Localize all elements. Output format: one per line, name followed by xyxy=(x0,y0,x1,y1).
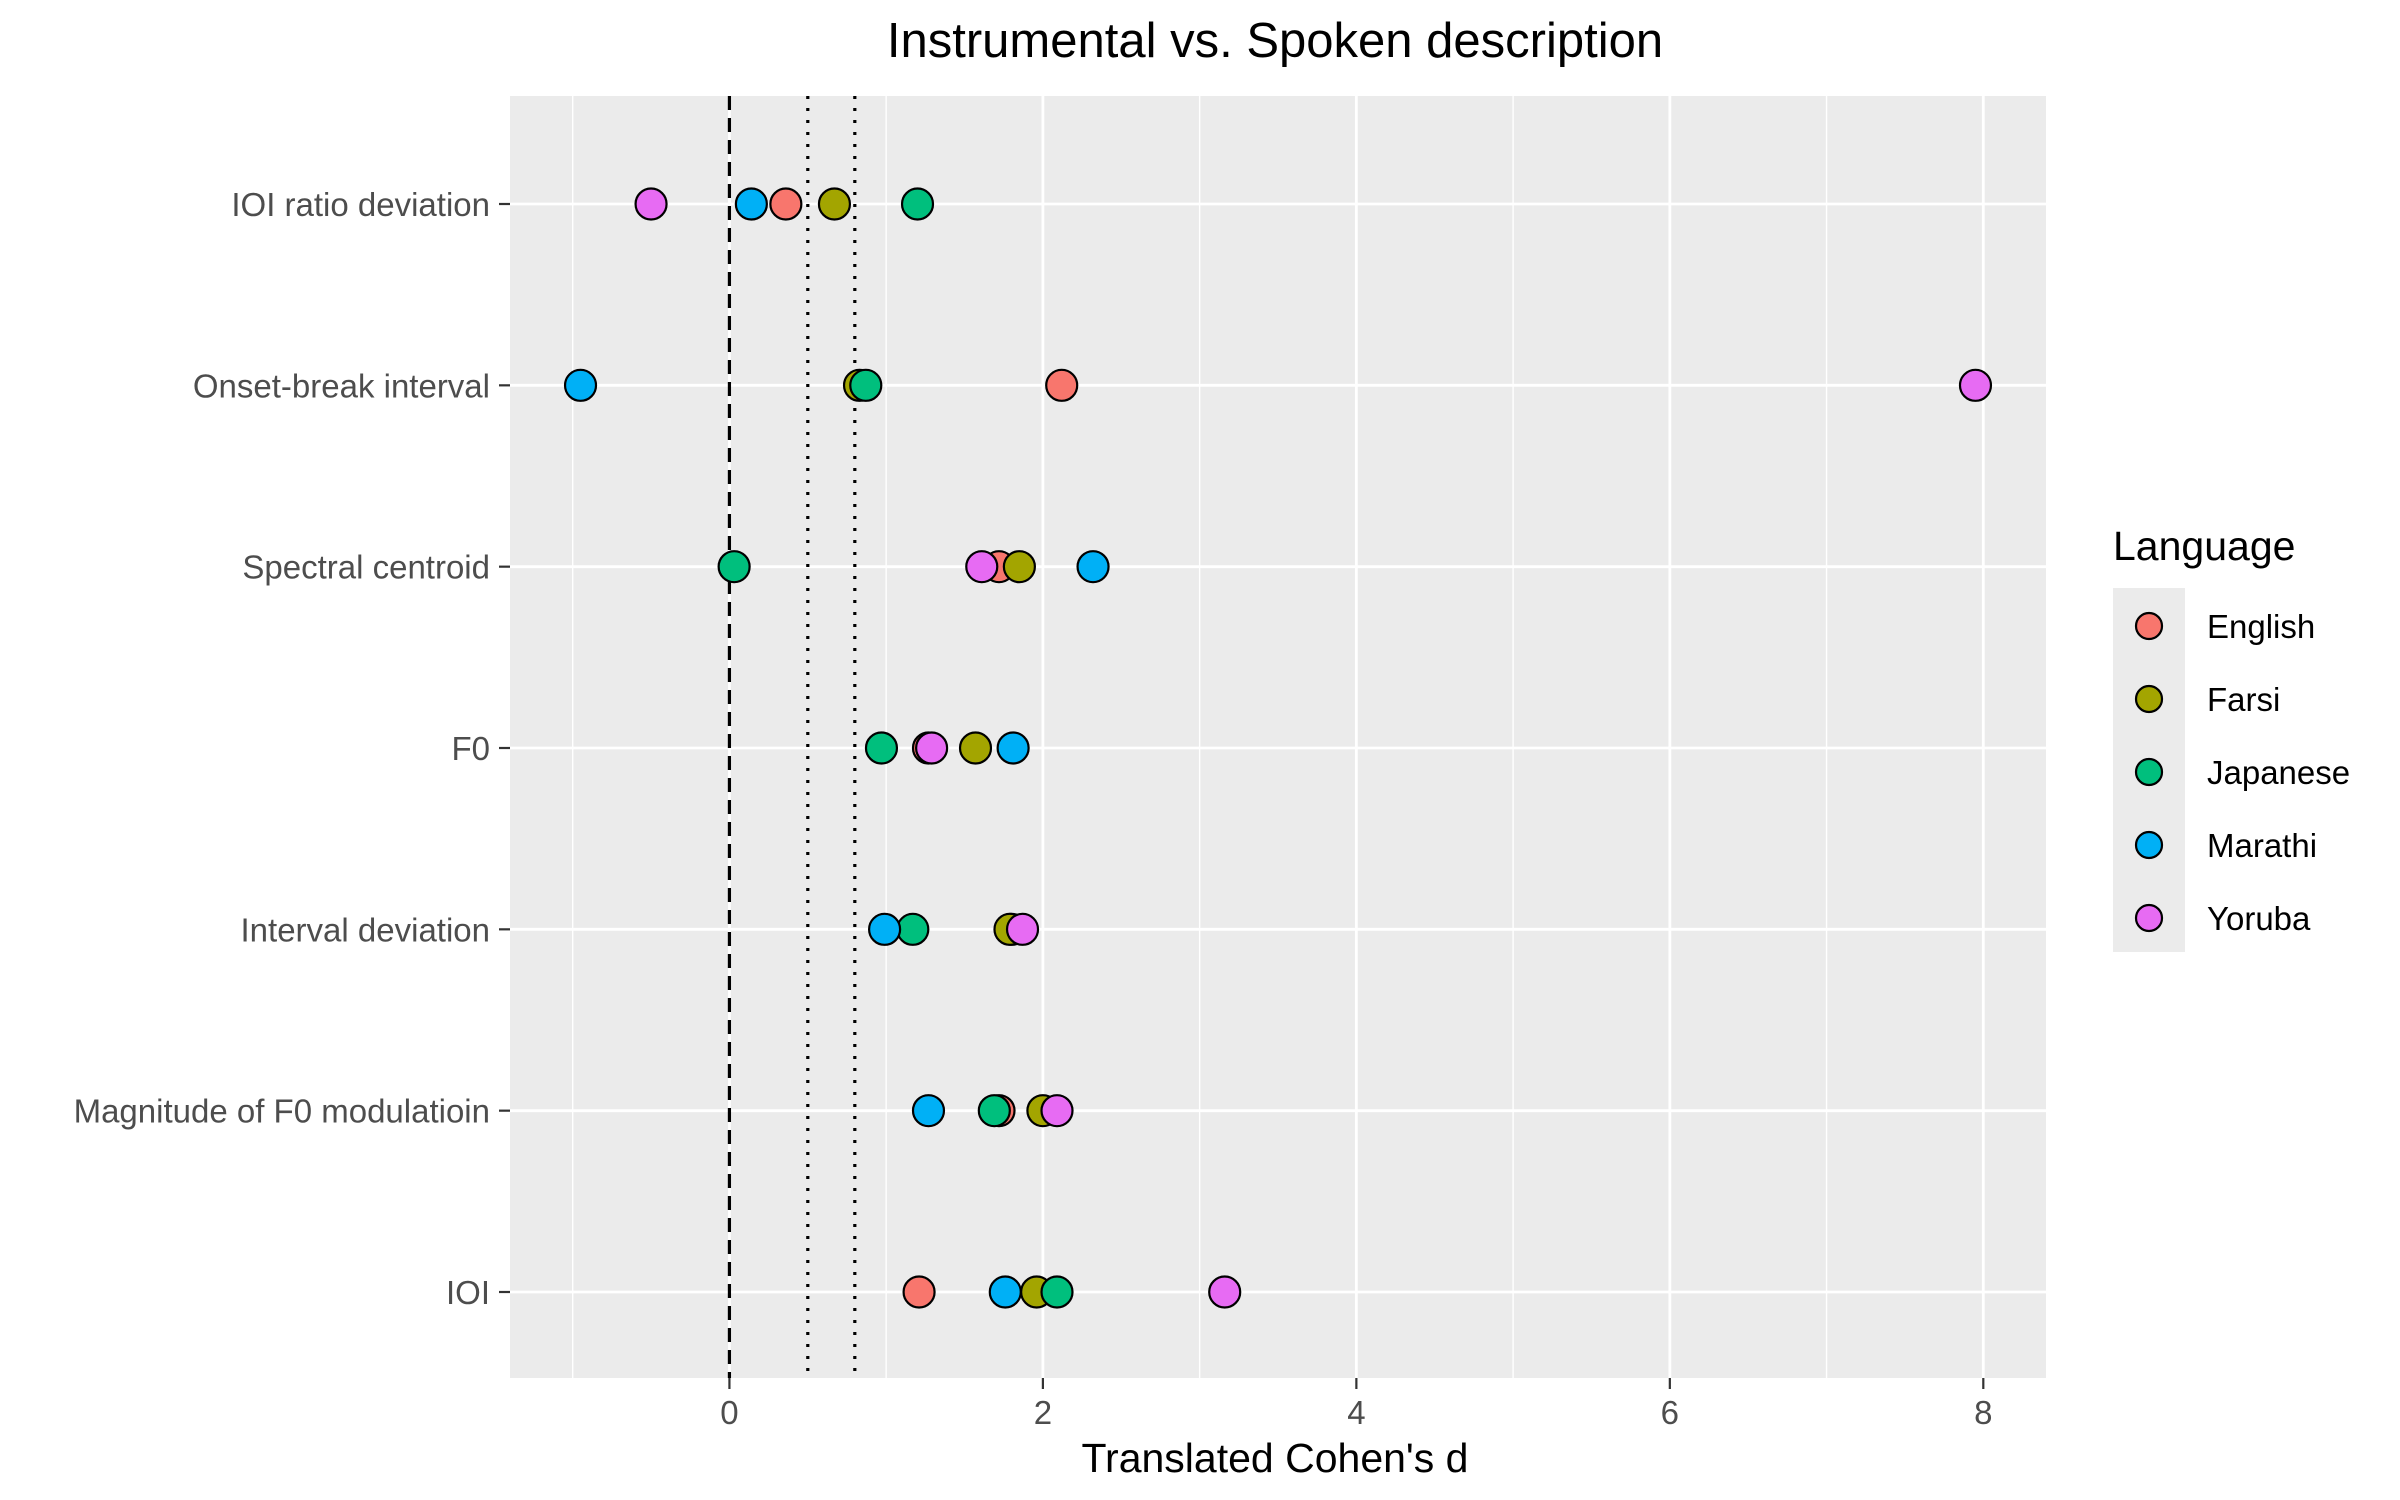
y-axis: IOI ratio deviation Onset-break interval S… xyxy=(74,186,510,1311)
legend-key-japanese xyxy=(2134,757,2164,787)
legend: Language English Farsi Japanese Marathi Yoru… xyxy=(2113,523,2350,952)
x-tick-label: 2 xyxy=(1034,1394,1052,1431)
point-yoruba xyxy=(1208,1275,1242,1309)
reference-lines xyxy=(727,96,857,1378)
y-tick-label: Magnitude of F0 modulatioin xyxy=(74,1093,490,1130)
point-japanese xyxy=(1040,1275,1074,1309)
legend-label: English xyxy=(2207,608,2315,645)
minor-gridlines xyxy=(571,96,1828,1378)
point-english xyxy=(1045,368,1079,402)
x-tick-label: 4 xyxy=(1347,1394,1365,1431)
y-tick-label: Onset-break interval xyxy=(193,367,490,404)
y-tick-label: IOI ratio deviation xyxy=(231,186,490,223)
legend-key-english xyxy=(2134,611,2164,641)
point-marathi xyxy=(911,1094,946,1128)
data-points xyxy=(563,187,1993,1309)
point-japanese xyxy=(849,368,883,402)
point-japanese xyxy=(896,912,930,946)
point-english xyxy=(902,1275,936,1309)
legend-label: Marathi xyxy=(2207,827,2317,864)
point-marathi xyxy=(996,731,1030,765)
point-yoruba xyxy=(1040,1094,1074,1128)
y-tick-label: Interval deviation xyxy=(241,911,490,948)
x-tick-label: 6 xyxy=(1661,1394,1679,1431)
point-japanese xyxy=(717,550,751,584)
legend-key-marathi xyxy=(2134,830,2164,860)
y-tick-label: IOI xyxy=(446,1274,490,1311)
point-farsi xyxy=(958,731,993,765)
legend-title: Language xyxy=(2113,523,2295,569)
point-marathi xyxy=(867,912,902,946)
plot-panel xyxy=(510,96,2046,1378)
point-yoruba xyxy=(1958,368,1993,402)
legend-label: Japanese xyxy=(2207,754,2350,791)
point-yoruba xyxy=(915,731,949,765)
point-japanese xyxy=(864,731,899,765)
legend-key-farsi xyxy=(2134,684,2164,714)
point-marathi xyxy=(734,187,768,221)
point-marathi xyxy=(1076,550,1110,584)
point-japanese xyxy=(900,187,935,221)
point-marathi xyxy=(563,368,598,402)
legend-items: English Farsi Japanese Marathi Yoruba xyxy=(2134,608,2350,937)
point-yoruba xyxy=(1005,912,1040,946)
point-english xyxy=(769,187,803,221)
x-axis: 0 2 4 6 8 xyxy=(720,1378,1992,1431)
point-yoruba xyxy=(634,187,668,221)
y-tick-label: Spectral centroid xyxy=(242,549,490,586)
y-tick-label: F0 xyxy=(451,730,490,767)
x-tick-label: 8 xyxy=(1974,1394,1992,1431)
point-farsi xyxy=(817,187,852,221)
x-axis-title: Translated Cohen's d xyxy=(1082,1435,1469,1481)
legend-label: Yoruba xyxy=(2207,900,2311,937)
point-farsi xyxy=(1002,550,1036,584)
chart-title: Instrumental vs. Spoken description xyxy=(887,14,1663,68)
legend-label: Farsi xyxy=(2207,681,2280,718)
point-marathi xyxy=(988,1275,1022,1309)
legend-key-yoruba xyxy=(2134,903,2164,933)
point-yoruba xyxy=(965,550,999,584)
point-japanese xyxy=(977,1094,1011,1128)
x-tick-label: 0 xyxy=(720,1394,738,1431)
